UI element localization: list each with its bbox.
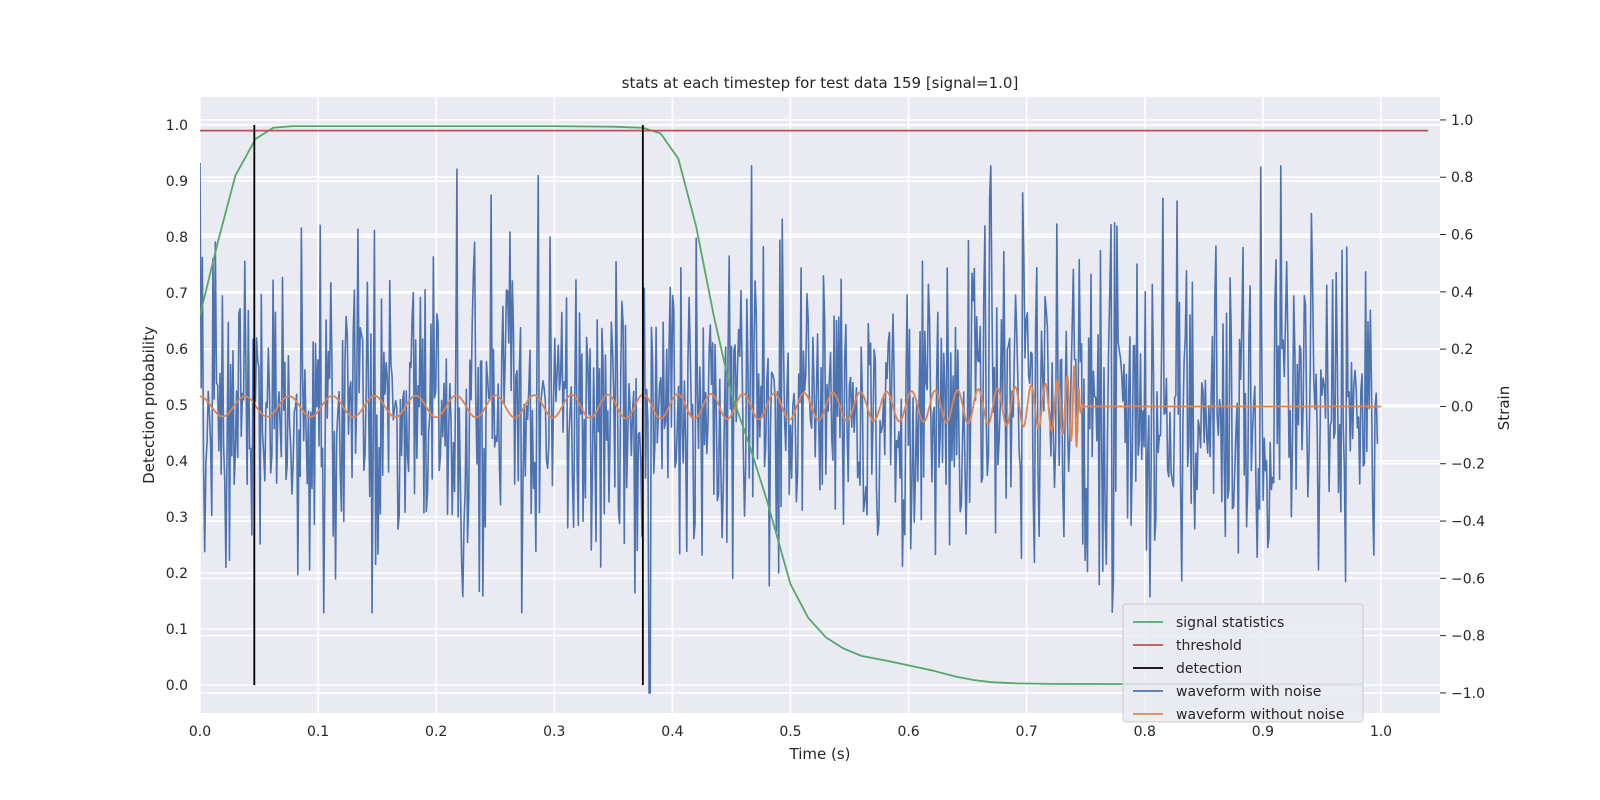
y-right-tick-label: 0.0 — [1451, 399, 1473, 415]
y-right-tick-label: −0.4 — [1451, 514, 1485, 530]
y-left-axis-label: Detection probability — [140, 326, 158, 484]
y-left-tick-label: 0.7 — [166, 286, 188, 302]
y-right-tick-label: 0.6 — [1451, 228, 1473, 244]
y-right-tick-label: −0.8 — [1451, 629, 1485, 645]
y-right-tick-label: −0.6 — [1451, 571, 1485, 587]
series-signal-statistics — [200, 125, 1364, 686]
x-tick-label: 0.0 — [189, 724, 211, 740]
legend-entry-label: waveform without noise — [1176, 707, 1344, 723]
y-left-tick-label: 0.9 — [166, 174, 188, 190]
y-right-tick-label: −1.0 — [1451, 686, 1485, 702]
series-layer — [200, 125, 1429, 694]
legend: signal statistics threshold detection wavef… — [1122, 603, 1364, 723]
y-left-tick-label: 0.4 — [166, 454, 188, 470]
chart-title: stats at each timestep for test data 159… — [622, 74, 1019, 92]
y-left-tick-label: 0.5 — [166, 398, 188, 414]
y-right-tick-label: −0.2 — [1451, 457, 1485, 473]
y-right-axis-label: Strain — [1495, 386, 1513, 430]
y-right-tick-label: 0.2 — [1451, 342, 1473, 358]
x-tick-label: 0.2 — [425, 724, 447, 740]
x-axis-ticks: 0.0 0.1 0.2 0.3 0.4 0.5 0.6 0.7 0.8 0.9 1.0 — [189, 724, 1392, 740]
y-left-tick-label: 0.2 — [166, 566, 188, 582]
x-tick-label: 0.3 — [543, 724, 565, 740]
series-waveform-with-noise — [200, 162, 1379, 694]
x-tick-label: 0.8 — [1134, 724, 1156, 740]
legend-entry-label: threshold — [1176, 638, 1242, 654]
x-tick-label: 0.9 — [1252, 724, 1274, 740]
x-tick-label: 0.6 — [897, 724, 919, 740]
x-tick-label: 0.7 — [1016, 724, 1038, 740]
x-axis-label: Time (s) — [789, 745, 851, 763]
x-tick-label: 1.0 — [1370, 724, 1392, 740]
y-left-tick-label: 0.8 — [166, 230, 188, 246]
legend-entry-label: detection — [1176, 661, 1242, 677]
x-tick-label: 0.5 — [779, 724, 801, 740]
x-tick-label: 0.1 — [307, 724, 329, 740]
y-left-tick-label: 0.1 — [166, 622, 188, 638]
y-left-tick-label: 0.6 — [166, 342, 188, 358]
y-left-axis-ticks: 0.0 0.1 0.2 0.3 0.4 0.5 0.6 0.7 0.8 0.9 1.0 — [166, 118, 188, 694]
legend-entry-label: waveform with noise — [1176, 684, 1321, 700]
y-right-tick-label: 0.4 — [1451, 285, 1473, 301]
y-left-tick-label: 0.3 — [166, 510, 188, 526]
y-left-tick-label: 1.0 — [166, 118, 188, 134]
legend-entry-label: signal statistics — [1176, 615, 1284, 631]
y-right-tick-label: 0.8 — [1451, 170, 1473, 186]
legend-frame — [1122, 603, 1364, 723]
y-right-tick-label: 1.0 — [1451, 113, 1473, 129]
x-tick-label: 0.4 — [661, 724, 683, 740]
series-waveform-without-noise — [200, 365, 1382, 448]
y-right-axis-ticks: −1.0 −0.8 −0.6 −0.4 −0.2 0.0 0.2 0.4 0.6 0.8 1.0 — [1440, 113, 1485, 702]
y-left-tick-label: 0.0 — [166, 678, 188, 694]
